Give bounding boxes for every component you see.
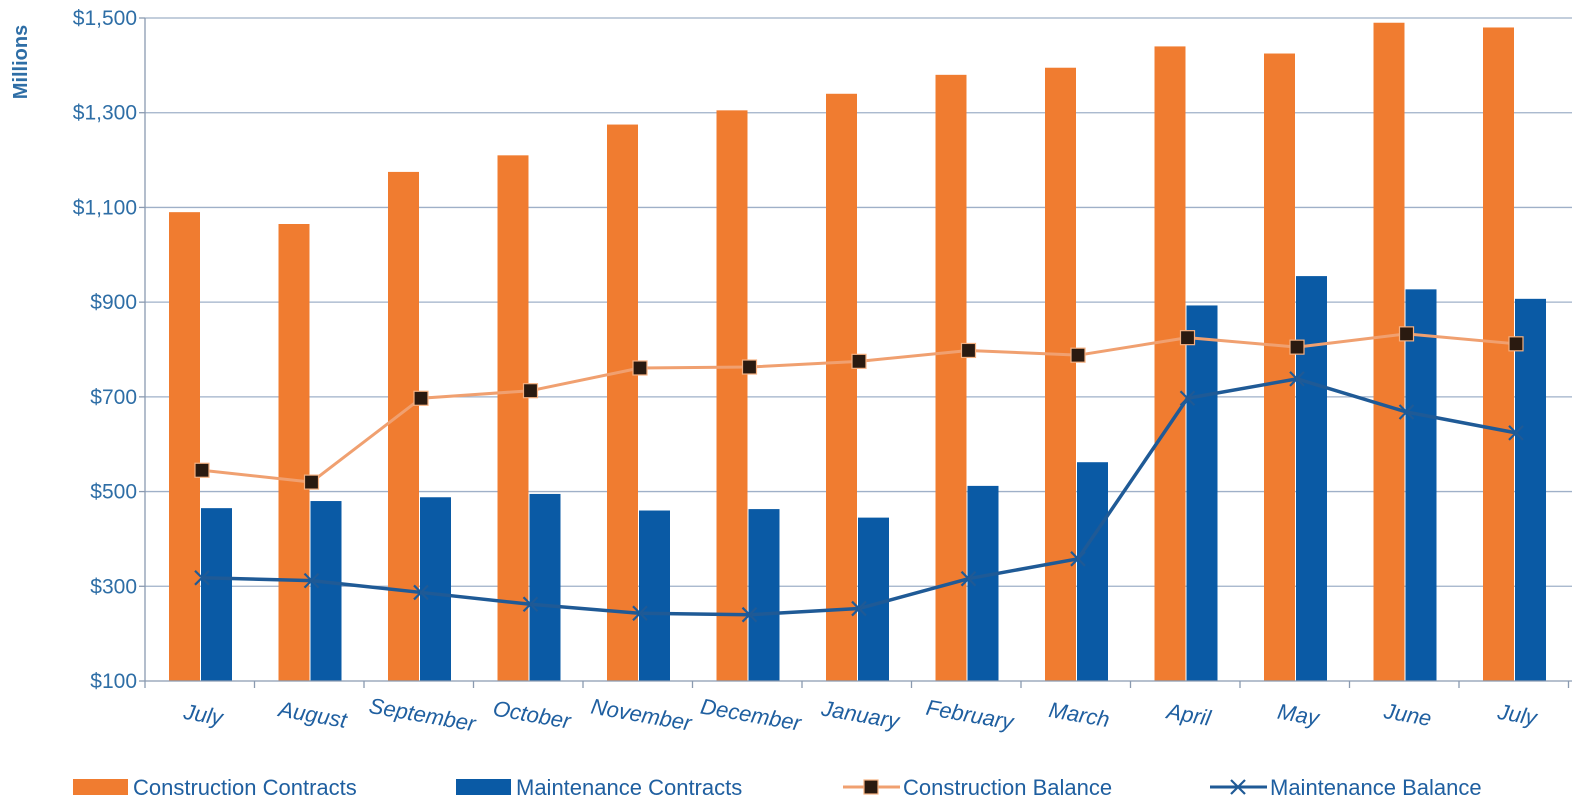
maintenance-contracts-bar: [1296, 276, 1327, 681]
construction-contracts-bar: [278, 224, 310, 681]
legend-label: Maintenance Contracts: [516, 775, 742, 800]
legend-maintenance-contracts: Maintenance Contracts: [456, 775, 742, 800]
x-tick-label: July: [181, 699, 227, 731]
legend-swatch: [456, 779, 511, 795]
x-tick-label: December: [699, 693, 805, 736]
maintenance-contracts-bar: [310, 501, 342, 681]
x-tick-label: June: [1381, 698, 1433, 731]
x-tick-label: November: [589, 693, 695, 736]
maintenance-balance-point: [1070, 551, 1086, 567]
maintenance-balance-point: [194, 569, 210, 586]
legend-construction-balance: Construction Balance: [843, 775, 1112, 800]
construction-contracts-bar: [826, 93, 857, 682]
maintenance-balance-point: [851, 600, 867, 617]
construction-balance-point: [851, 353, 867, 369]
construction-contracts-bar: [388, 171, 419, 682]
maintenance-balance-point: [1508, 425, 1524, 441]
maintenance-balance-point: [522, 596, 539, 613]
x-tick-label: August: [275, 696, 350, 733]
construction-balance-point: [741, 359, 758, 375]
y-tick-label: $700: [90, 386, 137, 409]
construction-balance-point: [522, 383, 539, 399]
maintenance-contracts-bar: [1405, 289, 1437, 681]
maintenance-contracts-bar: [201, 508, 232, 681]
x-tick-label: September: [367, 693, 479, 737]
construction-contracts-bar: [607, 124, 638, 681]
y-tick-label: $1,300: [73, 102, 137, 125]
construction-contracts-bar: [1154, 46, 1186, 681]
bars: [169, 22, 1546, 682]
y-tick-label: $100: [90, 670, 137, 693]
y-axis-ticks: $100 $300 $500 $700 $900 $1,100 $1,300 $1,500: [73, 7, 145, 693]
construction-balance-point: [303, 474, 320, 490]
construction-balance-point: [413, 390, 429, 406]
maintenance-contracts-bar: [748, 509, 780, 681]
y-tick-label: $900: [90, 291, 137, 314]
maintenance-balance-point: [632, 605, 648, 622]
maintenance-balance-point: [741, 606, 758, 623]
maintenance-contracts-bar: [1186, 305, 1218, 681]
maintenance-contracts-bar: [1515, 298, 1546, 681]
construction-balance-point: [960, 342, 977, 359]
x-tick-label: March: [1047, 697, 1112, 732]
line-series: [194, 326, 1524, 623]
construction-contracts-bar: [935, 74, 967, 682]
y-tick-label: $1,100: [73, 196, 137, 219]
maintenance-balance-point: [1289, 371, 1305, 387]
x-tick-label: February: [924, 695, 1017, 735]
maintenance-balance-point: [413, 584, 429, 601]
construction-balance-point: [1508, 336, 1524, 352]
legend-construction-contracts: Construction Contracts: [73, 775, 357, 800]
construction-balance-point: [1179, 330, 1196, 346]
y-axis-label: Millions: [10, 25, 32, 99]
construction-contracts-bar: [169, 212, 200, 681]
maintenance-contracts-bar: [858, 517, 889, 681]
x-tick-label: July: [1495, 699, 1541, 731]
construction-balance-point: [632, 360, 648, 376]
x-axis: [144, 18, 1572, 688]
construction-balance-point: [1289, 339, 1305, 355]
x-tick-label: April: [1163, 698, 1214, 731]
construction-contracts-bar: [1045, 67, 1076, 682]
legend: Construction Contracts Maintenance Contra…: [73, 775, 1482, 800]
x-tick-label: May: [1276, 699, 1323, 731]
maintenance-contracts-bar: [529, 493, 561, 681]
construction-contracts-bar: [1373, 22, 1405, 681]
gridlines: [145, 17, 1572, 587]
construction-contracts-bar: [716, 110, 748, 681]
construction-balance-point: [1398, 326, 1415, 342]
y-tick-label: $300: [90, 575, 137, 598]
y-tick-label: $1,500: [73, 7, 137, 30]
y-tick-label: $500: [90, 481, 137, 504]
construction-balance-point: [194, 462, 210, 478]
x-tick-label: October: [491, 696, 574, 735]
legend-label: Maintenance Balance: [1270, 775, 1482, 800]
legend-label: Construction Contracts: [133, 775, 357, 800]
construction-contracts-bar: [1483, 27, 1514, 681]
legend-maintenance-balance: Maintenance Balance: [1210, 775, 1482, 800]
construction-contracts-bar: [1264, 53, 1295, 681]
x-axis-labels: July August September October November Decemb…: [181, 693, 1541, 737]
maintenance-balance-point: [1398, 404, 1415, 420]
legend-marker: [863, 779, 879, 795]
legend-swatch: [73, 779, 128, 795]
construction-contracts-bar: [497, 155, 529, 682]
construction-balance-point: [1070, 347, 1086, 363]
maintenance-contracts-bar: [639, 510, 670, 681]
maintenance-balance-point: [1179, 390, 1196, 407]
legend-label: Construction Balance: [903, 775, 1112, 800]
maintenance-contracts-bar: [1077, 462, 1108, 681]
x-tick-label: January: [819, 695, 903, 734]
maintenance-balance-point: [960, 570, 977, 587]
maintenance-balance-point: [303, 572, 320, 589]
